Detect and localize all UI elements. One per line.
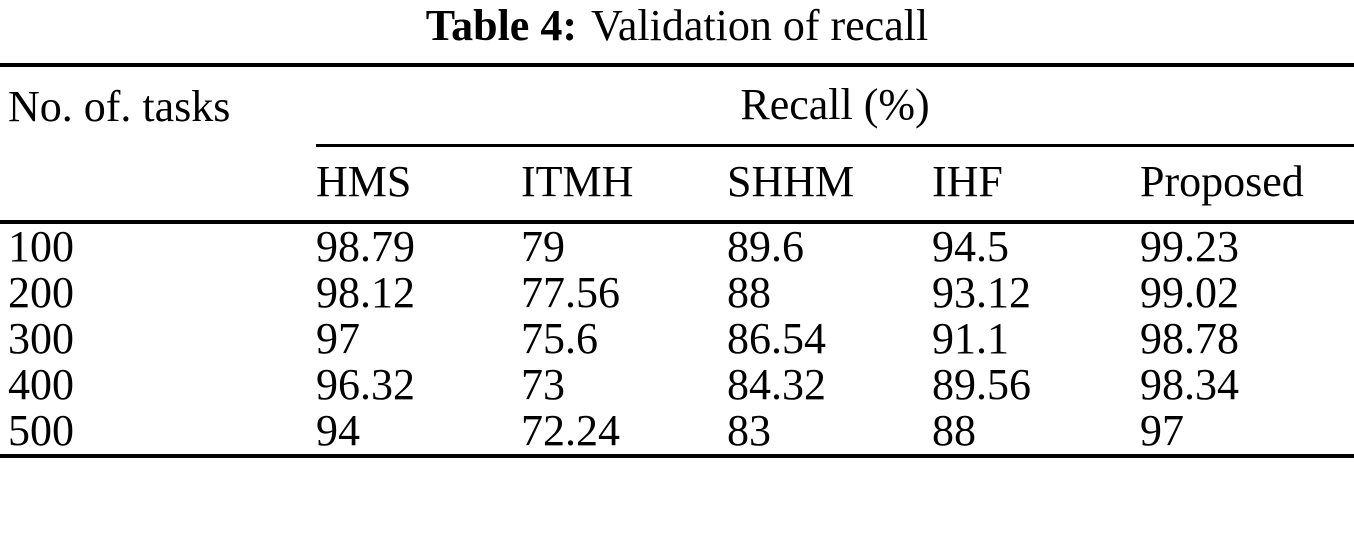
table-caption-label: Table 4: (425, 1, 577, 50)
group-header-row: No. of. tasks Recall (%) (0, 65, 1354, 147)
column-header-row: HMS ITMH SHHM IHF Proposed (0, 145, 1354, 224)
value-cell: 89.56 (932, 362, 1031, 408)
row-header-cell: 300 (8, 316, 74, 362)
value-cell: 73 (521, 362, 565, 408)
group-header-cell: Recall (%) (316, 65, 1354, 147)
value-cell: 77.56 (521, 270, 620, 316)
value-cell: 83 (727, 408, 932, 458)
value-cell: 86.54 (727, 316, 826, 362)
value-cell: 79 (521, 222, 565, 270)
row-header-cell: 400 (8, 362, 74, 408)
value-cell: 98.12 (316, 270, 415, 316)
recall-table: No. of. tasks Recall (%) HMS ITMH SHHM I… (0, 63, 1354, 458)
column-header-itmh: ITMH (521, 145, 727, 224)
value-cell: 93.12 (932, 270, 1031, 316)
value-cell: 97 (1140, 408, 1354, 458)
value-cell: 99.23 (1140, 222, 1239, 270)
table-caption: Table 4: Validation of recall (0, 0, 1354, 63)
row-header-cell: 200 (8, 270, 74, 316)
value-cell: 88 (932, 408, 1140, 458)
value-cell: 98.79 (316, 222, 415, 270)
table-row: 500 94 72.24 83 88 97 (0, 408, 1354, 458)
value-cell: 99.02 (1140, 270, 1239, 316)
value-cell: 75.6 (521, 316, 598, 362)
value-cell: 98.34 (1140, 362, 1239, 408)
value-cell: 96.32 (316, 362, 415, 408)
row-header-cell: 500 (0, 408, 316, 458)
value-cell: 97 (316, 316, 360, 362)
value-cell: 88 (727, 270, 771, 316)
table-row: 200 98.12 77.56 88 93.12 99.02 (0, 270, 1354, 316)
table-caption-text: Validation of recall (590, 1, 929, 50)
column-header-shhm: SHHM (727, 145, 932, 224)
value-cell: 94 (316, 408, 521, 458)
table-row: 400 96.32 73 84.32 89.56 98.34 (0, 362, 1354, 408)
stub-header-cell: No. of. tasks (8, 81, 231, 131)
stub-empty-cell (0, 145, 316, 224)
row-header-cell: 100 (8, 222, 74, 270)
column-header-ihf: IHF (932, 145, 1140, 224)
value-cell: 91.1 (932, 316, 1009, 362)
value-cell: 94.5 (932, 222, 1009, 270)
column-header-proposed: Proposed (1140, 145, 1354, 224)
value-cell: 84.32 (727, 362, 826, 408)
value-cell: 98.78 (1140, 316, 1239, 362)
value-cell: 89.6 (727, 222, 804, 270)
column-header-hms: HMS (316, 145, 521, 224)
value-cell: 72.24 (521, 408, 727, 458)
table-row: 100 98.79 79 89.6 94.5 99.23 (0, 222, 1354, 270)
table-row: 300 97 75.6 86.54 91.1 98.78 (0, 316, 1354, 362)
